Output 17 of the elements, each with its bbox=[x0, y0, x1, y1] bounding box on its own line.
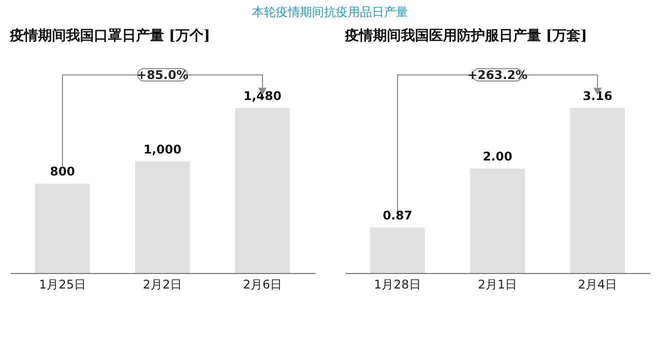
chart-title: 疫情期间我国医用防护服日产量 [万套] bbox=[344, 27, 588, 44]
data-label: 1,000 bbox=[144, 142, 182, 156]
x-tick-label: 1月25日 bbox=[39, 278, 86, 292]
x-tick-label: 1月28日 bbox=[374, 278, 421, 292]
x-tick-label: 2月2日 bbox=[142, 278, 182, 292]
chart-title: 疫情期间我国口罩日产量 [万个] bbox=[9, 27, 210, 44]
data-label: 3.16 bbox=[582, 88, 612, 103]
data-label: 2.00 bbox=[482, 149, 512, 164]
text: 本轮疫情期间抗疫用品日产量 bbox=[252, 5, 408, 19]
x-tick-label: 2月4日 bbox=[578, 278, 618, 292]
text: +85.0% bbox=[136, 68, 188, 82]
text: +263.2% bbox=[467, 68, 528, 82]
x-tick-label: 2月1日 bbox=[478, 278, 518, 292]
data-label: 0.87 bbox=[382, 208, 412, 223]
data-label: 1,480 bbox=[244, 88, 282, 103]
x-tick-label: 2月6日 bbox=[242, 278, 282, 292]
data-label: 800 bbox=[50, 164, 76, 179]
